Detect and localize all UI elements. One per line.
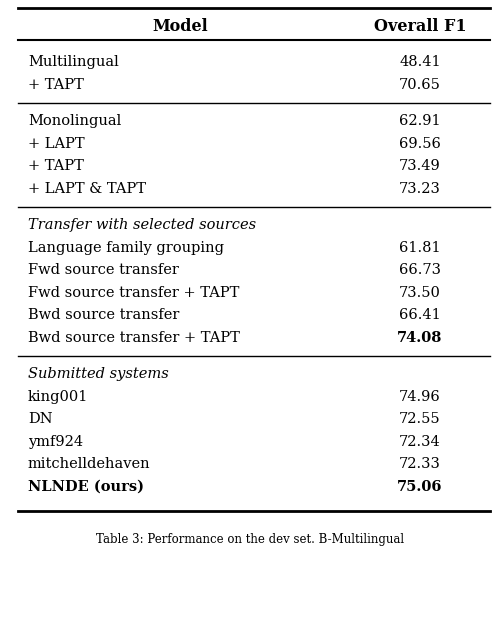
Text: Transfer with selected sources: Transfer with selected sources (28, 218, 256, 232)
Text: Bwd source transfer + TAPT: Bwd source transfer + TAPT (28, 330, 240, 345)
Text: Multilingual: Multilingual (28, 55, 119, 69)
Text: + LAPT & TAPT: + LAPT & TAPT (28, 182, 146, 196)
Text: Language family grouping: Language family grouping (28, 241, 224, 254)
Text: ymf924: ymf924 (28, 435, 83, 449)
Text: 74.96: 74.96 (399, 390, 441, 404)
Text: 66.41: 66.41 (399, 308, 441, 322)
Text: Monolingual: Monolingual (28, 114, 121, 128)
Text: Table 3: Performance on the dev set. B-Multilingual: Table 3: Performance on the dev set. B-M… (96, 533, 404, 545)
Text: Model: Model (152, 17, 208, 35)
Text: Fwd source transfer + TAPT: Fwd source transfer + TAPT (28, 286, 240, 299)
Text: + TAPT: + TAPT (28, 159, 84, 173)
Text: 62.91: 62.91 (399, 114, 441, 128)
Text: 48.41: 48.41 (399, 55, 441, 69)
Text: 73.49: 73.49 (399, 159, 441, 173)
Text: Overall F1: Overall F1 (374, 17, 466, 35)
Text: DN: DN (28, 412, 52, 426)
Text: 73.50: 73.50 (399, 286, 441, 299)
Text: 61.81: 61.81 (399, 241, 441, 254)
Text: 72.55: 72.55 (399, 412, 441, 426)
Text: Fwd source transfer: Fwd source transfer (28, 263, 179, 277)
Text: mitchelldehaven: mitchelldehaven (28, 457, 150, 471)
Text: + LAPT: + LAPT (28, 137, 84, 151)
Text: king001: king001 (28, 390, 88, 404)
Text: 72.33: 72.33 (399, 457, 441, 471)
Text: Bwd source transfer: Bwd source transfer (28, 308, 180, 322)
Text: 74.08: 74.08 (398, 330, 442, 345)
Text: 73.23: 73.23 (399, 182, 441, 196)
Text: 72.34: 72.34 (399, 435, 441, 449)
Text: 66.73: 66.73 (399, 263, 441, 277)
Text: 69.56: 69.56 (399, 137, 441, 151)
Text: 70.65: 70.65 (399, 78, 441, 91)
Text: Submitted systems: Submitted systems (28, 367, 169, 381)
Text: NLNDE (ours): NLNDE (ours) (28, 480, 144, 493)
Text: + TAPT: + TAPT (28, 78, 84, 91)
Text: 75.06: 75.06 (397, 480, 443, 493)
